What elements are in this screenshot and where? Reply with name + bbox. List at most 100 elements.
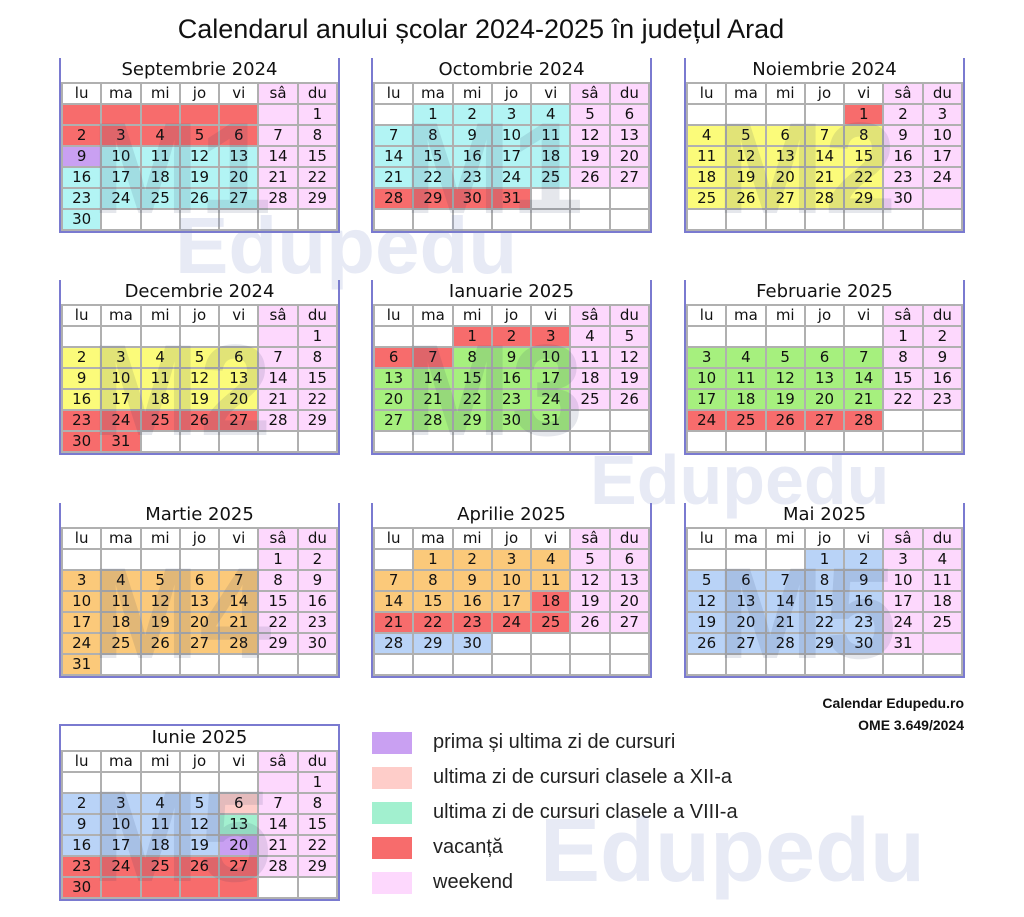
day-cell	[100, 548, 142, 571]
day-cell: 27	[178, 632, 221, 655]
month-calendar: Martie 2025 lu ma mi jo vi sâ du 1 2 3 4 5 6 7 8 9 10 11 12…	[59, 503, 340, 678]
week-row: 1	[60, 771, 339, 794]
week-row	[372, 208, 651, 231]
day-cell: 29	[257, 632, 299, 655]
day-cell	[100, 876, 142, 899]
day-cell	[218, 430, 260, 453]
day-cell: 11	[139, 145, 181, 168]
day-cell: 1	[803, 548, 846, 571]
day-cell	[60, 325, 103, 348]
day-cell: 27	[725, 632, 767, 655]
day-cell: 22	[412, 611, 454, 634]
day-cell: 20	[764, 166, 806, 189]
day-cell: 7	[372, 569, 415, 592]
day-cell: 31	[490, 187, 533, 210]
day-cell	[530, 208, 572, 231]
day-cell	[843, 653, 885, 676]
week-row: 12 13 14 15 16 17 18	[685, 590, 964, 613]
day-cell	[257, 653, 299, 676]
day-cell: 18	[139, 388, 181, 411]
day-cell: 20	[372, 388, 415, 411]
day-cell: 15	[296, 367, 339, 390]
day-cell	[608, 653, 651, 676]
day-cell	[608, 208, 651, 231]
day-cell	[100, 653, 142, 676]
day-cell: 2	[490, 325, 533, 348]
day-cell	[178, 208, 221, 231]
day-cell: 1	[412, 548, 454, 571]
day-cell: 23	[843, 611, 885, 634]
day-cell: 14	[218, 590, 260, 613]
day-cell: 17	[490, 145, 533, 168]
day-cell: 31	[60, 653, 103, 676]
day-cell	[530, 187, 572, 210]
weekday-header: mi	[139, 82, 181, 105]
day-cell: 4	[100, 569, 142, 592]
weekday-header: ma	[725, 304, 767, 327]
day-cell: 3	[100, 124, 142, 147]
week-row: 17 18 19 20 21 22 23	[685, 388, 964, 411]
day-cell	[412, 208, 454, 231]
day-cell	[139, 653, 181, 676]
day-cell	[843, 430, 885, 453]
day-cell: 15	[257, 590, 299, 613]
day-cell: 21	[372, 166, 415, 189]
day-cell: 5	[764, 346, 806, 369]
day-cell: 5	[725, 124, 767, 147]
day-cell	[257, 771, 299, 794]
weekday-header: ma	[412, 304, 454, 327]
day-cell: 8	[257, 569, 299, 592]
weekday-header: lu	[685, 527, 728, 550]
day-cell: 29	[296, 187, 339, 210]
day-cell: 17	[100, 166, 142, 189]
day-cell: 4	[530, 103, 572, 126]
day-cell	[725, 103, 767, 126]
day-cell: 20	[608, 145, 651, 168]
day-cell	[372, 103, 415, 126]
day-cell: 25	[725, 409, 767, 432]
day-cell: 1	[296, 325, 339, 348]
day-cell: 20	[725, 611, 767, 634]
day-cell: 8	[412, 569, 454, 592]
weekday-header: vi	[843, 304, 885, 327]
day-cell	[569, 187, 611, 210]
week-row: 27 28 29 30 31	[372, 409, 651, 432]
day-cell	[490, 632, 533, 655]
day-cell: 3	[60, 569, 103, 592]
week-row: 11 12 13 14 15 16 17	[685, 145, 964, 168]
weekday-header: du	[608, 304, 651, 327]
weekday-header: jo	[178, 304, 221, 327]
week-row: 10 11 12 13 14 15 16	[60, 590, 339, 613]
day-cell: 20	[608, 590, 651, 613]
day-cell: 26	[725, 187, 767, 210]
day-cell: 28	[412, 409, 454, 432]
day-cell	[803, 653, 846, 676]
day-cell: 22	[882, 388, 924, 411]
day-cell: 9	[296, 569, 339, 592]
week-row	[685, 653, 964, 676]
weekday-header: du	[608, 527, 651, 550]
weekday-header: sâ	[882, 82, 924, 105]
day-cell	[412, 653, 454, 676]
day-cell: 10	[490, 569, 533, 592]
day-cell: 25	[530, 611, 572, 634]
weekday-header: jo	[490, 527, 533, 550]
day-cell: 6	[608, 548, 651, 571]
weekday-header: vi	[843, 527, 885, 550]
week-row: 23 24 25 26 27 28 29	[60, 855, 339, 878]
day-cell: 5	[569, 103, 611, 126]
day-cell: 26	[685, 632, 728, 655]
day-cell: 24	[685, 409, 728, 432]
day-cell	[569, 409, 611, 432]
day-cell	[372, 208, 415, 231]
day-cell: 19	[608, 367, 651, 390]
day-cell	[60, 548, 103, 571]
day-cell	[178, 653, 221, 676]
day-cell: 30	[60, 430, 103, 453]
week-row: 20 21 22 23 24 25 26	[372, 388, 651, 411]
day-cell	[921, 409, 964, 432]
